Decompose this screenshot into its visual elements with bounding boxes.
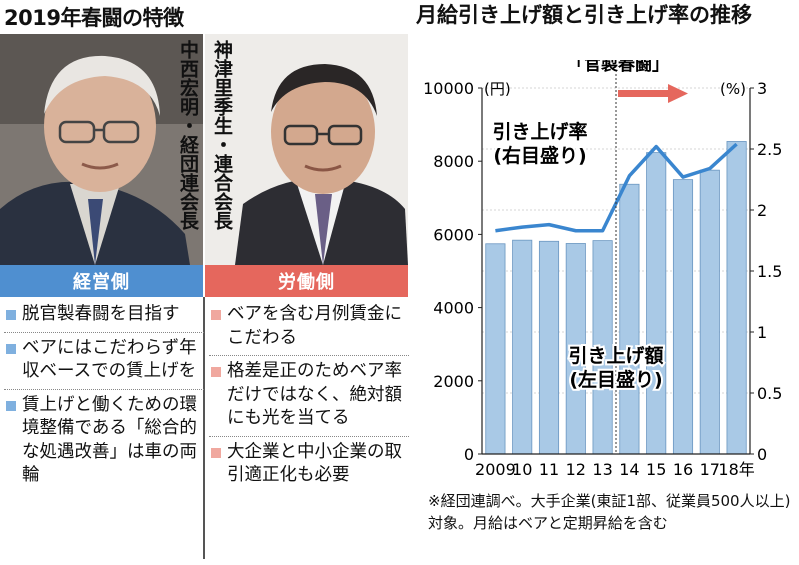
square-bullet-icon — [6, 310, 16, 320]
left-tick-label: 0 — [464, 445, 474, 464]
bar-17 — [699, 169, 720, 455]
labor-side-banner: 労働側 — [205, 265, 408, 297]
bar-series — [485, 141, 747, 455]
amount-series-label-line-0: 引き上げ額 — [568, 344, 663, 367]
right-axis-unit: (%) — [720, 80, 746, 98]
rate-series-label-line-0: 引き上げ率 — [492, 120, 587, 143]
square-bullet-icon — [211, 310, 221, 320]
photo-management-leader — [0, 34, 203, 265]
right-tick-label: 1 — [757, 323, 767, 342]
portrait-figure-left — [0, 34, 203, 265]
list-item: 賃上げと働くための環境整備である「総合的な処遇改善」は車の両輪 — [4, 390, 204, 493]
management-leader-name: 中西宏明・経団連会長 — [177, 40, 199, 230]
bar-11 — [538, 240, 560, 455]
panel-title: 2019年春闘の特徴 — [4, 6, 184, 30]
labor-points-list: ベアを含む月例賃金にこだわる 格差是正のためベア率だけではなく、絶対額にも光を当… — [209, 299, 409, 493]
square-bullet-icon — [211, 367, 221, 377]
annotation-arrow-head — [668, 84, 688, 103]
category-label-16: 16 — [673, 460, 693, 479]
category-label-10: 10 — [512, 460, 532, 479]
right-tick-label: 2.5 — [757, 140, 782, 159]
portrait-figure-right — [205, 34, 408, 265]
right-tick-label: 1.5 — [757, 262, 782, 281]
bar-16 — [672, 179, 694, 455]
column-divider — [203, 297, 205, 559]
management-side-banner: 経営側 — [0, 265, 203, 297]
chart-title: 月給引き上げ額と引き上げ率の推移 — [416, 3, 752, 27]
left-tick-label: 10000 — [423, 79, 474, 98]
left-tick-label: 6000 — [433, 225, 474, 244]
right-tick-label: 0.5 — [757, 384, 782, 403]
category-label-17: 17 — [700, 460, 720, 479]
amount-series-label-line-1: (左目盛り) — [569, 368, 662, 391]
right-tick-label: 2 — [757, 201, 767, 220]
right-tick-label: 0 — [757, 445, 767, 464]
square-bullet-icon — [6, 343, 16, 354]
left-tick-label: 4000 — [433, 299, 474, 318]
list-item: 格差是正のためベア率だけではなく、絶対額にも光を当てる — [209, 356, 409, 437]
list-item: ベアにはこだわらず年収ベースでの賃上げを — [4, 333, 204, 390]
list-item: 脱官製春闘を目指す — [4, 299, 204, 333]
bar-15 — [646, 152, 667, 455]
left-axis-unit: (円) — [484, 80, 511, 98]
category-label-11: 11 — [539, 460, 559, 479]
annotation-label: 「官製春闘」 — [567, 60, 669, 75]
labor-leader-name: 神津里季生・連合会長 — [211, 40, 233, 230]
category-label-12: 12 — [566, 460, 586, 479]
square-bullet-icon — [6, 400, 16, 411]
category-label-13: 13 — [592, 460, 612, 479]
category-label-14: 14 — [619, 460, 639, 479]
category-label-2009: 2009 — [475, 460, 516, 479]
bar-2009 — [485, 243, 506, 455]
list-item: ベアを含む月例賃金にこだわる — [209, 299, 409, 356]
left-tick-label: 2000 — [433, 372, 474, 391]
category-label-15: 15 — [646, 460, 666, 479]
square-bullet-icon — [211, 447, 221, 458]
wage-chart: 0 2000 4000 6000 8000 10000 (円) 0 0.5 1 1.5 2 2.5 3 (%… — [423, 60, 782, 479]
management-points-list: 脱官製春闘を目指す ベアにはこだわらず年収ベースでの賃上げを 賃上げと働くための… — [4, 299, 204, 493]
photo-labor-leader — [205, 34, 408, 265]
category-label-18年: 18年 — [718, 460, 754, 479]
bar-18年 — [726, 141, 747, 455]
bar-14 — [619, 183, 640, 455]
chart-footnote: ※経団連調べ。大手企業(東証1部、従業員500人以上)対象。月給はベアと定期昇給… — [428, 492, 791, 532]
left-tick-label: 8000 — [433, 152, 474, 171]
chart-axes: 0 2000 4000 6000 8000 10000 (円) 0 0.5 1 1.5 2 2.5 3 (%… — [423, 79, 782, 479]
list-item: 大企業と中小企業の取引適正化も必要 — [209, 437, 409, 493]
chart-labels: 「官製春闘」引き上げ率(右目盛り) 引き上げ額(左目盛り) — [490, 60, 688, 454]
rate-series-label-line-1: (右目盛り) — [493, 144, 586, 167]
bar-10 — [512, 239, 533, 455]
right-tick-label: 3 — [757, 79, 767, 98]
annotation-arrow-shaft — [618, 90, 670, 97]
